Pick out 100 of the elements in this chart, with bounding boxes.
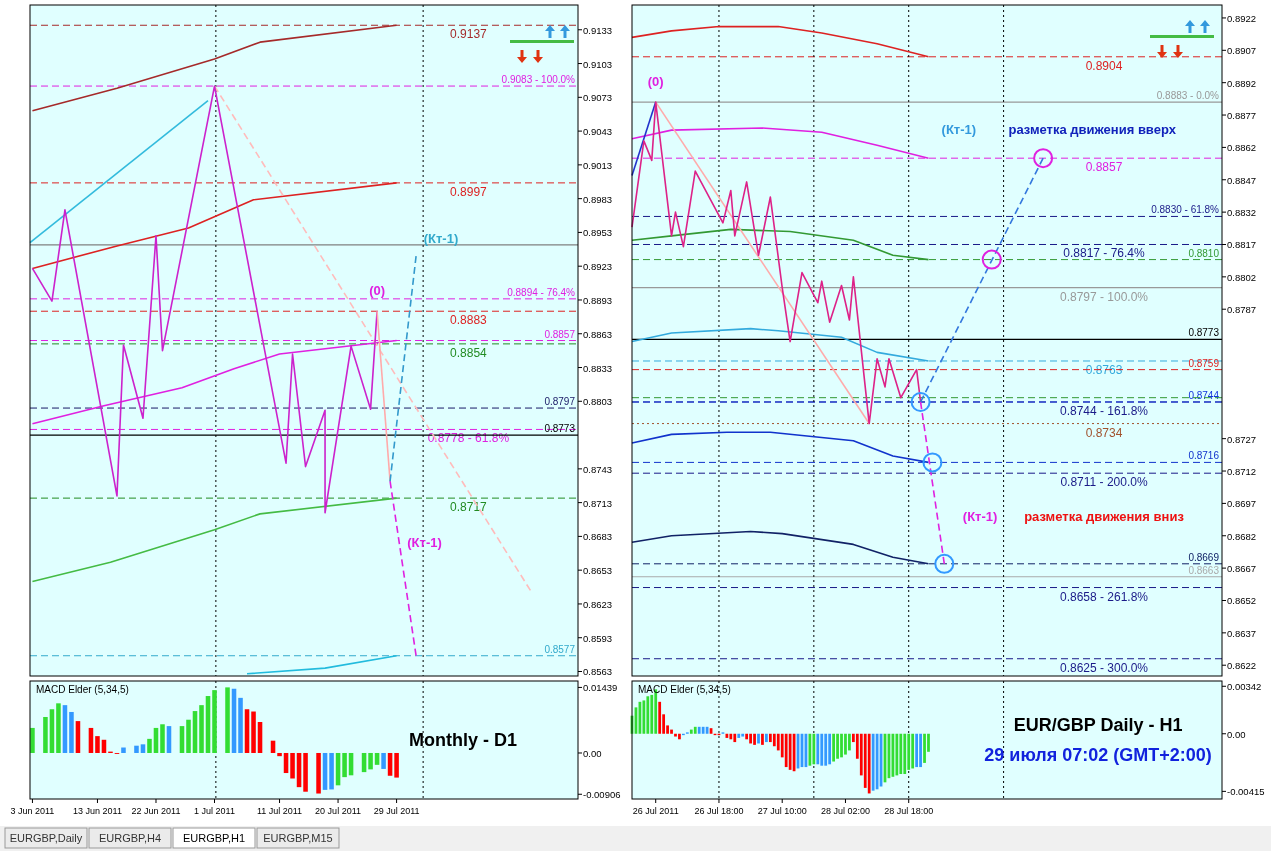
- y-tick-label: 0.8727: [1227, 433, 1257, 445]
- ref-line-label: 0.8669: [1188, 551, 1220, 563]
- x-tick-label: 22 Jun 2011: [131, 806, 181, 816]
- y-tick-label: 0.8697: [1227, 498, 1257, 510]
- y-tick-label: 0.8907: [1227, 45, 1257, 57]
- annotation: (0): [647, 74, 664, 90]
- ref-line-label: 0.8773: [1188, 327, 1220, 339]
- y-tick-label: 0.8892: [1227, 77, 1257, 89]
- x-tick-label: 3 Jun 2011: [10, 806, 55, 816]
- ref-line-label: 0.8658 - 261.8%: [1059, 589, 1149, 604]
- ref-line-label: 0.8817 - 76.4%: [1063, 246, 1146, 261]
- y-tick-label: 0.9103: [583, 58, 613, 70]
- x-tick-label: 27 Jul 10:00: [757, 806, 807, 816]
- ref-line-label: 0.8857: [1085, 160, 1123, 175]
- y-tick-label: 0.8623: [583, 598, 613, 610]
- x-tick-label: 29 Jul 2011: [373, 806, 420, 816]
- text: EURGBP,H4: [98, 832, 162, 844]
- chart-title: MACD Elder (5,34,5): [36, 684, 129, 695]
- y-tick-label: 0.8833: [583, 362, 613, 374]
- y-tick-label: 0.00342: [1227, 681, 1262, 693]
- y-tick-label: 0.8802: [1227, 271, 1257, 283]
- x-tick-label: 11 Jul 2011: [256, 806, 303, 816]
- annotation: разметка движения вниз: [1024, 509, 1185, 525]
- y-tick-label: 0.8653: [583, 565, 613, 577]
- y-tick-label: 0.8803: [583, 396, 613, 408]
- y-tick-label: 0.01439: [583, 682, 618, 694]
- ref-line-label: 0.8883: [450, 313, 488, 328]
- ref-line-label: 0.8810: [1188, 247, 1220, 259]
- x-tick-label: 20 Jul 2011: [315, 806, 361, 816]
- y-tick-label: 0.8983: [583, 193, 613, 205]
- ref-line-label: 0.9137: [450, 27, 488, 42]
- x-tick-label: 1 Jul 2011: [194, 806, 235, 816]
- y-tick-label: 0.8847: [1227, 174, 1257, 186]
- y-tick-label: 0.8622: [1227, 660, 1257, 672]
- chart-title: MACD Elder (5,34,5): [638, 684, 731, 695]
- ref-line-label: 0.8663: [1188, 564, 1220, 576]
- y-tick-label: 0.8817: [1227, 239, 1257, 251]
- y-tick-label: 0.8743: [583, 463, 613, 475]
- ref-line-label: 0.8778 - 61.8%: [427, 431, 510, 446]
- ref-line-label: 0.8854: [450, 345, 488, 360]
- y-tick-label: 0.8922: [1227, 12, 1257, 24]
- y-tick-label: 0.8862: [1227, 142, 1257, 154]
- y-tick-label: 0.8863: [583, 328, 613, 340]
- y-tick-label: 0.8667: [1227, 563, 1257, 575]
- ref-line-label: 0.9083 - 100.0%: [501, 74, 576, 86]
- y-tick-label: 0.8637: [1227, 627, 1257, 639]
- annotation: (Кт-1): [962, 509, 998, 525]
- y-tick-label: 0.8713: [583, 497, 613, 509]
- annotation: Monthly - D1: [408, 730, 517, 750]
- x-tick-label: 26 Jul 18:00: [694, 806, 744, 816]
- annotation: (Кт-1): [407, 534, 442, 550]
- text: EURGBP,Daily: [9, 832, 83, 844]
- ref-line-label: 0.8830 - 61.8%: [1151, 204, 1220, 216]
- ref-line-label: 0.8734: [1085, 425, 1123, 440]
- ref-line-label: 0.8716: [1188, 450, 1220, 462]
- y-tick-label: 0.8893: [583, 294, 613, 306]
- ref-line-label: 0.8797 - 100.0%: [1059, 289, 1149, 304]
- text: EURGBP,M15: [263, 832, 333, 844]
- y-tick-label: 0.00: [1227, 728, 1246, 740]
- y-tick-label: 0.00: [583, 747, 602, 759]
- ref-line-label: 0.8883 - 0.0%: [1156, 90, 1220, 102]
- ref-line-label: 0.8797: [544, 396, 576, 408]
- ref-line-label: 0.8857: [544, 328, 576, 340]
- y-tick-label: 0.8787: [1227, 304, 1257, 316]
- y-tick-label: 0.8563: [583, 666, 613, 678]
- annotation: 29 июля 07:02 (GMT+2:00): [984, 745, 1212, 765]
- x-tick-label: 28 Jul 02:00: [820, 806, 870, 816]
- ref-line-label: 0.8997: [450, 184, 488, 199]
- y-tick-label: 0.9043: [583, 126, 613, 138]
- y-tick-label: -0.00415: [1227, 786, 1265, 798]
- y-tick-label: 0.9013: [583, 159, 613, 171]
- y-tick-label: 0.8683: [583, 531, 613, 543]
- ref-line-label: 0.8744 - 161.8%: [1059, 403, 1149, 418]
- y-tick-label: -0.00906: [583, 789, 621, 801]
- y-tick-label: 0.8877: [1227, 110, 1257, 122]
- ref-line-label: 0.8577: [544, 643, 576, 655]
- ref-line-label: 0.8717: [450, 500, 488, 515]
- y-tick-label: 0.8682: [1227, 530, 1257, 542]
- annotation: (0): [369, 283, 386, 299]
- y-tick-label: 0.8712: [1227, 466, 1257, 478]
- y-tick-label: 0.8923: [583, 261, 613, 273]
- x-tick-label: 26 Jul 2011: [632, 806, 679, 816]
- y-tick-label: 0.8953: [583, 227, 613, 239]
- annotation: (Кт-1): [423, 230, 459, 246]
- annotation: разметка движения вверх: [1008, 122, 1177, 138]
- y-tick-label: 0.8652: [1227, 595, 1257, 607]
- ref-line-label: 0.8625 - 300.0%: [1059, 660, 1149, 675]
- x-tick-label: 28 Jul 18:00: [884, 806, 934, 816]
- y-tick-label: 0.9073: [583, 92, 613, 104]
- ref-line-label: 0.8894 - 76.4%: [507, 286, 576, 298]
- annotation: (Кт-1): [941, 122, 977, 138]
- ref-line-label: 0.8904: [1085, 58, 1123, 73]
- ref-line-label: 0.8759: [1188, 357, 1220, 369]
- y-tick-label: 0.8832: [1227, 207, 1257, 219]
- annotation: EUR/GBP Daily - H1: [1013, 715, 1183, 735]
- text: EURGBP,H1: [182, 832, 246, 844]
- y-tick-label: 0.8593: [583, 632, 613, 644]
- x-tick-label: 13 Jun 2011: [73, 806, 122, 816]
- ref-line-label: 0.8711 - 200.0%: [1060, 475, 1148, 490]
- y-tick-label: 0.9133: [583, 24, 613, 36]
